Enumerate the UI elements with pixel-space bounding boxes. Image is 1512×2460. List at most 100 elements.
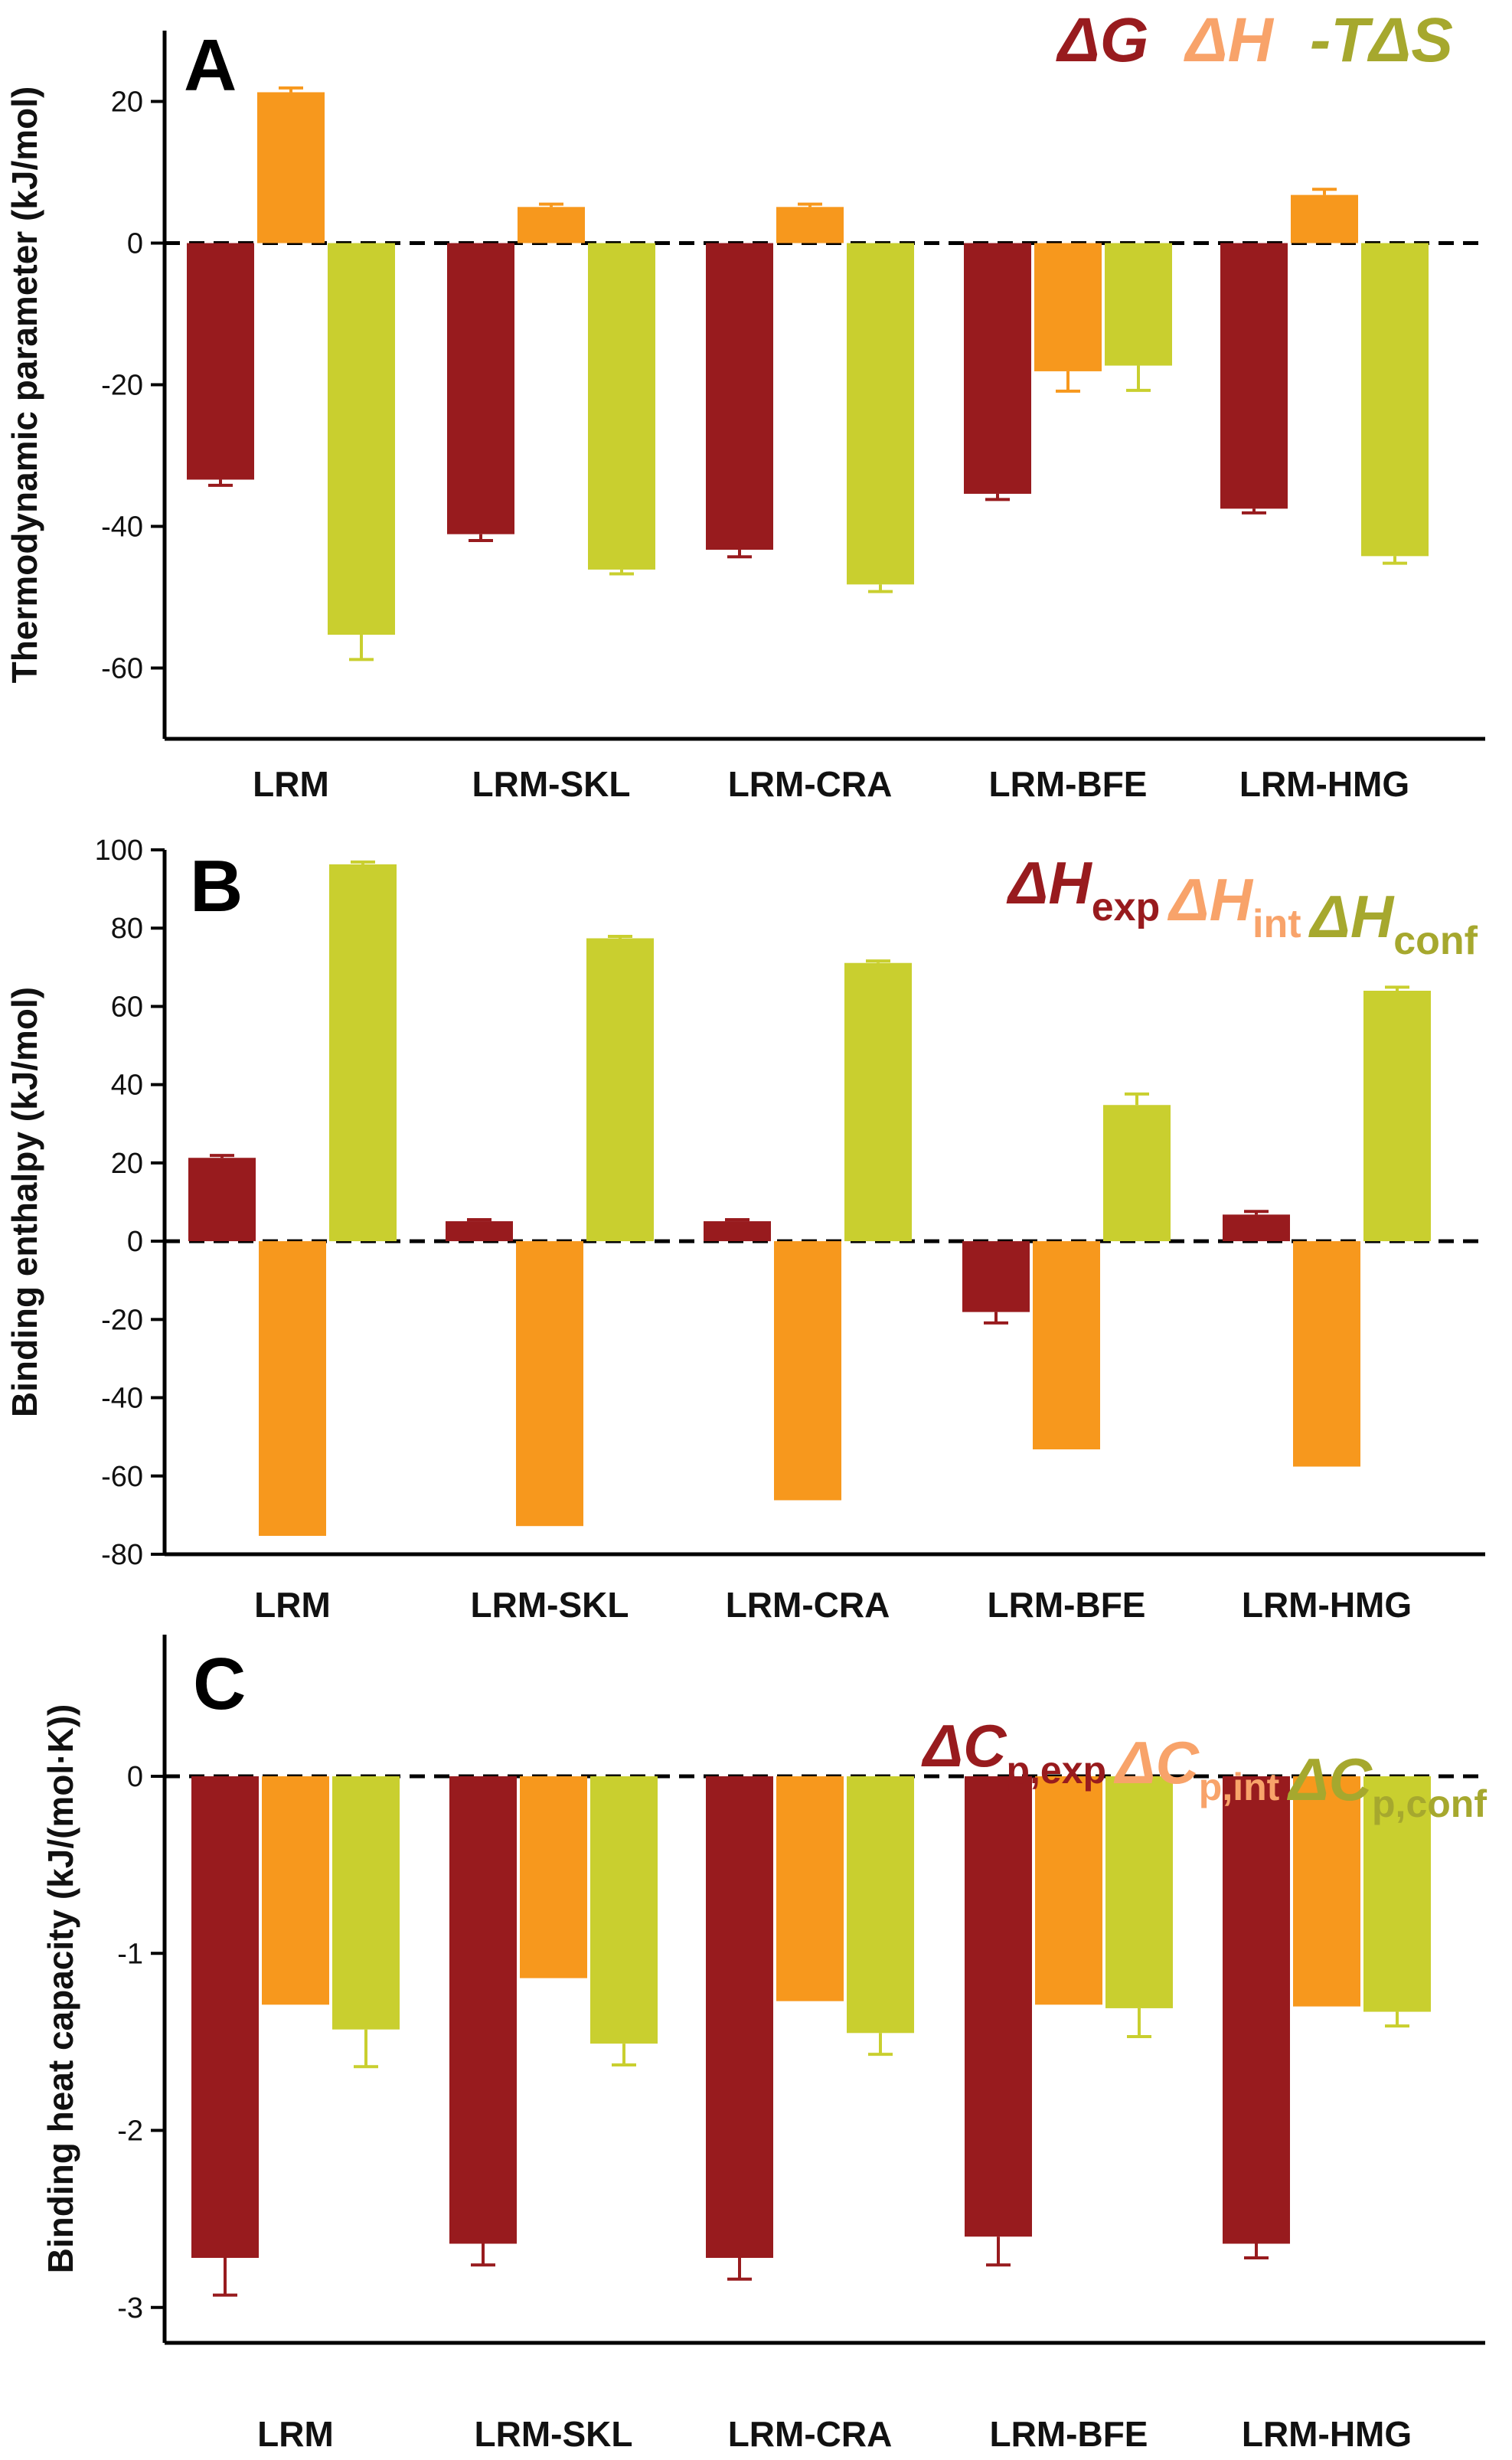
bar-C-3-LRM-HMG <box>1363 1776 1431 2012</box>
legend-item-subscript: p,int <box>1199 1766 1280 1808</box>
legend-item-subscript: p,exp <box>1006 1749 1106 1792</box>
bar-A-2-LRM <box>257 92 325 243</box>
bar-A-1-LRM-SKL <box>447 243 514 534</box>
category-label: LRM-HMG <box>1239 764 1409 804</box>
legend: ΔCp,exp ΔCp,int ΔCp,conf <box>921 1712 1488 1825</box>
y-tick-label: 0 <box>127 1226 143 1258</box>
category-label: LRM-SKL <box>472 764 631 804</box>
bar-A-3-LRM-CRA <box>847 243 914 585</box>
bar-B-2-LRM-SKL <box>516 1241 583 1527</box>
y-axis-label: Thermodynamic parameter (kJ/mol) <box>5 87 44 684</box>
category-label: LRM <box>254 1585 331 1625</box>
bar-C-2-LRM-CRA <box>776 1776 844 2001</box>
panel-C: 0 -1 -2 -3 Binding heat capacity (kJ/(mol·K)… <box>41 1635 1487 2454</box>
legend-item-1: ΔC <box>921 1712 1007 1779</box>
y-tick-label: 0 <box>127 1761 143 1793</box>
category-label: LRM-SKL <box>471 1585 629 1625</box>
panel-A: 20 0 -20 -40 -60 Thermodynamic parameter (kJ/… <box>5 5 1485 804</box>
bar-A-1-LRM-BFE <box>964 243 1031 494</box>
category-label: LRM-HMG <box>1242 1585 1412 1625</box>
bar-C-2-LRM-SKL <box>520 1776 587 1978</box>
y-tick-label: -40 <box>101 511 143 544</box>
y-tick-label: -20 <box>101 370 143 402</box>
bar-B-1-LRM-BFE <box>962 1241 1030 1312</box>
bar-C-3-LRM-SKL <box>590 1776 658 2044</box>
y-tick-label: 20 <box>111 87 143 119</box>
bar-C-1-LRM-HMG <box>1223 1776 1290 2244</box>
y-tick-label: 100 <box>95 835 143 867</box>
bar-C-2-LRM-BFE <box>1035 1776 1102 2005</box>
panel-letter: A <box>184 25 237 106</box>
y-tick-label: -80 <box>101 1539 143 1571</box>
bar-C-1-LRM-SKL <box>449 1776 517 2244</box>
legend-item-2: ΔH <box>1167 866 1253 933</box>
bar-B-3-LRM-BFE <box>1103 1105 1171 1242</box>
legend-item-subscript: conf <box>1393 919 1478 963</box>
bar-A-2-LRM-BFE <box>1034 243 1102 371</box>
y-axis-label: Binding enthalpy (kJ/mol) <box>5 987 44 1417</box>
bar-C-1-LRM-CRA <box>706 1776 773 2258</box>
y-tick-label: 40 <box>111 1070 143 1102</box>
category-label: LRM-CRA <box>726 1585 890 1625</box>
bar-B-3-LRM-HMG <box>1363 991 1431 1242</box>
legend-item-3: ΔH <box>1308 883 1395 950</box>
bar-A-1-LRM <box>187 243 254 480</box>
bar-B-1-LRM-SKL <box>446 1221 513 1242</box>
bar-B-1-LRM-CRA <box>704 1221 771 1242</box>
legend: ΔG ΔH -TΔS <box>1056 5 1453 75</box>
panel-letter: B <box>190 845 243 927</box>
legend-item-3: -TΔS <box>1310 5 1453 75</box>
bar-A-3-LRM <box>328 243 395 635</box>
y-tick-label: -1 <box>117 1938 143 1970</box>
category-label: LRM <box>257 2414 334 2454</box>
y-tick-label: -60 <box>101 653 143 685</box>
category-label: LRM-BFE <box>989 764 1148 804</box>
category-label: LRM-BFE <box>990 2414 1148 2454</box>
bar-A-3-LRM-BFE <box>1105 243 1172 366</box>
legend-item-3: ΔC <box>1286 1746 1373 1813</box>
bar-B-2-LRM-CRA <box>774 1241 841 1501</box>
legend-item-2: ΔH <box>1184 5 1275 75</box>
y-tick-label: -3 <box>117 2292 143 2324</box>
bar-B-2-LRM <box>259 1241 326 1536</box>
legend: ΔHexp ΔHint ΔHconf <box>1006 849 1478 963</box>
bar-B-1-LRM-HMG <box>1223 1214 1290 1242</box>
bar-A-2-LRM-SKL <box>518 207 585 243</box>
panel-B: 100 80 60 40 20 0 -20 -40 -60 -80 Binding enthalpy… <box>5 835 1485 1625</box>
bar-B-1-LRM <box>188 1158 256 1242</box>
y-tick-label: -40 <box>101 1383 143 1415</box>
category-label: LRM-SKL <box>475 2414 633 2454</box>
bar-C-2-LRM-HMG <box>1293 1776 1360 2007</box>
bar-C-3-LRM-BFE <box>1105 1776 1173 2008</box>
y-tick-label: 60 <box>111 991 143 1023</box>
y-tick-label: -20 <box>101 1304 143 1336</box>
y-tick-label: -60 <box>101 1461 143 1493</box>
panel-letter: C <box>193 1643 246 1725</box>
bar-A-1-LRM-HMG <box>1220 243 1288 509</box>
category-label: LRM-CRA <box>728 2414 893 2454</box>
y-tick-label: 80 <box>111 913 143 945</box>
bar-A-3-LRM-SKL <box>588 243 655 570</box>
bar-B-3-LRM-SKL <box>586 938 654 1242</box>
legend-item-subscript: int <box>1252 902 1301 946</box>
bar-C-2-LRM <box>262 1776 329 2005</box>
category-label: LRM-HMG <box>1242 2414 1412 2454</box>
bar-C-1-LRM-BFE <box>965 1776 1032 2237</box>
bar-A-2-LRM-CRA <box>776 207 844 243</box>
category-label: LRM-CRA <box>728 764 893 804</box>
bar-C-1-LRM <box>191 1776 259 2258</box>
bar-B-2-LRM-BFE <box>1033 1241 1100 1450</box>
legend-item-1: ΔH <box>1006 849 1092 916</box>
bar-A-1-LRM-CRA <box>706 243 773 550</box>
legend-item-1: ΔG <box>1056 5 1149 75</box>
bar-B-3-LRM <box>329 864 397 1242</box>
category-label: LRM <box>253 764 329 804</box>
y-tick-label: 20 <box>111 1148 143 1180</box>
bar-C-3-LRM-CRA <box>847 1776 914 2034</box>
bar-C-3-LRM <box>332 1776 400 2030</box>
legend-item-subscript: p,conf <box>1372 1782 1487 1825</box>
bar-B-3-LRM-CRA <box>844 962 912 1242</box>
y-tick-label: 0 <box>127 228 143 260</box>
